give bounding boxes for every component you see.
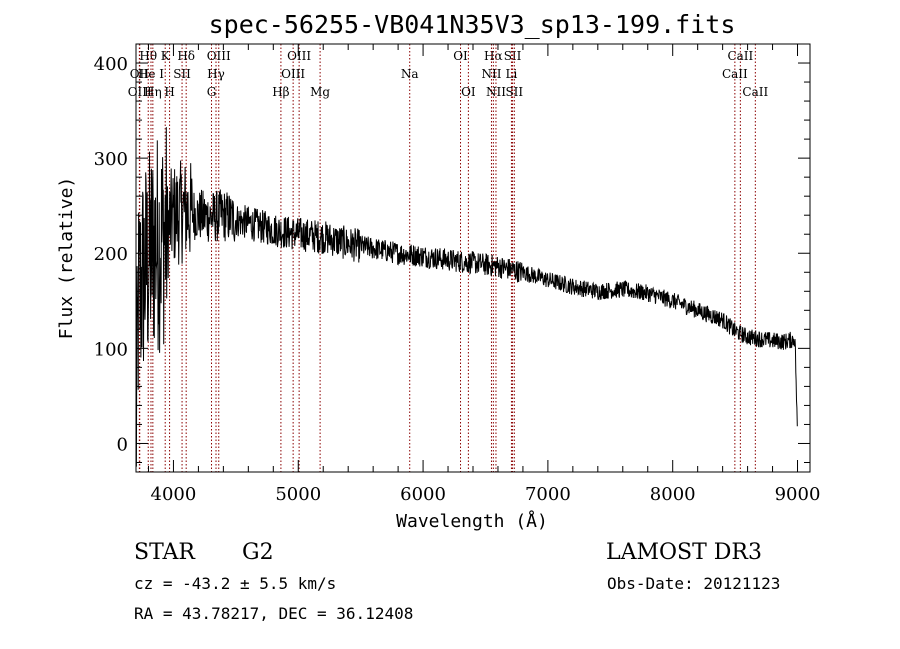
spectral-line-label: Hδ bbox=[177, 49, 195, 63]
spectral-line-label: SII bbox=[505, 85, 523, 99]
spectral-line-label: G bbox=[207, 85, 217, 99]
coordinates: RA = 43.78217, DEC = 36.12408 bbox=[134, 604, 414, 623]
x-tick-label: 5000 bbox=[275, 484, 321, 505]
spectral-line-label: Hθ bbox=[139, 49, 157, 63]
spectral-line-label: CaII bbox=[727, 49, 753, 63]
spectral-line-label: Hβ bbox=[272, 85, 289, 99]
y-tick-label: 400 bbox=[94, 54, 128, 75]
spectral-line-label: NII bbox=[486, 85, 506, 99]
x-tick-label: 6000 bbox=[400, 484, 446, 505]
spectral-line-label: OII bbox=[130, 67, 150, 81]
observation-date: Obs-Date: 20121123 bbox=[607, 574, 781, 593]
spectral-line-label: OI bbox=[461, 85, 476, 99]
redshift-velocity: cz = -43.2 ± 5.5 km/s bbox=[134, 574, 337, 593]
spectral-line-label: OIII bbox=[281, 67, 305, 81]
spectral-line-label: CaII bbox=[742, 85, 768, 99]
y-tick-label: 200 bbox=[94, 244, 128, 265]
spectral-line-label: SII bbox=[504, 49, 522, 63]
spectral-line-label: CaII bbox=[722, 67, 748, 81]
y-tick-label: 0 bbox=[117, 434, 128, 455]
y-tick-label: 100 bbox=[94, 339, 128, 360]
chart-title: spec-56255-VB041N35V3_sp13-199.fits bbox=[209, 10, 736, 39]
spectrum-series-line bbox=[135, 127, 798, 467]
spectral-line-label: K bbox=[161, 49, 171, 63]
spectral-line-label: NII bbox=[481, 67, 501, 81]
spectral-line-label: He I bbox=[138, 67, 164, 81]
spectral-line-label: OI bbox=[453, 49, 468, 63]
spectral-line-label: Hη bbox=[144, 85, 162, 99]
object-subclass: G2 bbox=[242, 540, 274, 565]
x-tick-label: 9000 bbox=[775, 484, 821, 505]
spectral-line-label: Na bbox=[401, 67, 419, 81]
y-tick-label: 300 bbox=[94, 149, 128, 170]
x-tick-label: 4000 bbox=[151, 484, 197, 505]
spectral-line-label: OIII bbox=[287, 49, 311, 63]
x-axis-label: Wavelength (Å) bbox=[396, 510, 548, 532]
spectral-line-label: Hγ bbox=[207, 67, 225, 81]
spectral-line-label: SII bbox=[173, 67, 191, 81]
object-class: STAR bbox=[134, 540, 195, 565]
survey-name: LAMOST DR3 bbox=[606, 540, 762, 565]
spectral-line-label: OIII bbox=[128, 85, 152, 99]
x-tick-label: 7000 bbox=[525, 484, 571, 505]
y-axis-label: Flux (relative) bbox=[56, 177, 77, 340]
spectral-line-label: OIII bbox=[207, 49, 231, 63]
spectral-line-label: Hα bbox=[484, 49, 503, 63]
spectral-line-label: H bbox=[164, 85, 174, 99]
plot-frame bbox=[135, 43, 811, 473]
spectral-line-label: Mg bbox=[310, 85, 330, 99]
x-tick-label: 8000 bbox=[650, 484, 696, 505]
spectral-line-label: Li bbox=[506, 67, 518, 81]
